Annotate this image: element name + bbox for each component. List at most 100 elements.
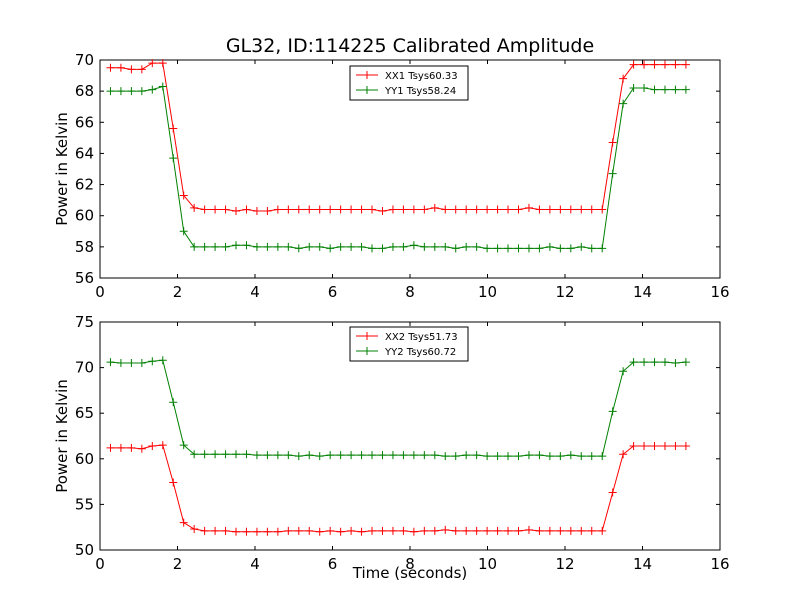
data-point [420,451,429,460]
data-point [640,84,649,93]
data-point [619,74,628,83]
data-point [681,358,690,367]
data-point [451,205,460,214]
data-point [305,526,314,535]
data-point [619,367,628,376]
data-point [232,527,241,536]
data-point [294,205,303,214]
data-point [137,359,146,368]
data-point [483,244,492,253]
data-point [284,526,293,535]
data-point [169,124,178,133]
x-tick-label: 10 [478,283,497,301]
data-point [221,526,230,535]
data-point [598,452,607,461]
data-point [619,450,628,459]
data-point [357,527,366,536]
data-point [273,242,282,251]
data-point [472,205,481,214]
x-tick-label: 14 [633,555,652,573]
data-point [263,451,272,460]
data-point [116,359,125,368]
data-point [399,205,408,214]
data-point [493,244,502,253]
data-point [347,205,356,214]
data-point [190,242,199,251]
data-point [179,227,188,236]
data-point [681,60,690,69]
data-point [650,442,659,451]
data-point [116,63,125,72]
x-tick-label: 0 [95,283,105,301]
data-point [211,205,220,214]
legend-entry: XX2 Tsys51.73 [356,332,458,343]
data-point [137,444,146,453]
data-point [106,63,115,72]
data-point [326,244,335,253]
data-point [504,452,513,461]
data-point [556,452,565,461]
data-point [200,242,209,251]
data-point [545,452,554,461]
data-point [357,242,366,251]
data-point [566,205,575,214]
data-point [493,452,502,461]
data-point [148,85,157,94]
data-point [504,526,513,535]
data-point [483,205,492,214]
x-tick-label: 16 [710,283,729,301]
data-point [514,452,523,461]
data-point [347,242,356,251]
data-point [671,359,680,368]
x-tick-label: 12 [555,283,574,301]
data-point [483,452,492,461]
data-point [315,452,324,461]
legend-marker [363,86,371,94]
data-point [524,451,533,460]
data-point [221,242,230,251]
legend-marker [363,71,371,79]
data-point [650,85,659,94]
data-point [106,443,115,452]
data-point [200,205,209,214]
data-point [441,205,450,214]
y-tick-label: 55 [75,495,94,513]
legend-label: XX2 Tsys51.73 [385,332,458,343]
data-point [504,244,513,253]
data-point [524,203,533,212]
data-point [587,452,596,461]
data-point [420,526,429,535]
data-point [127,359,136,368]
data-point [158,356,167,365]
data-point [493,205,502,214]
y-tick-label: 70 [75,359,94,377]
data-point [211,242,220,251]
data-point [179,191,188,200]
legend: XX2 Tsys51.73 YY2 Tsys60.72 [349,326,469,362]
data-point [273,451,282,460]
data-point [263,242,272,251]
legend-entry: YY1 Tsys58.24 [356,86,456,97]
data-point [587,205,596,214]
data-point [566,244,575,253]
data-point [671,442,680,451]
data-point [347,451,356,460]
data-point [116,87,125,96]
data-point [660,85,669,94]
y-tick-label: 70 [75,51,94,69]
data-point [378,207,387,216]
y-tick-label: 50 [75,541,94,559]
data-point [681,442,690,451]
data-point [169,398,178,407]
data-point [556,244,565,253]
data-point [158,59,167,68]
data-point [629,60,638,69]
data-point [545,526,554,535]
x-tick-label: 0 [95,555,105,573]
data-point [556,205,565,214]
data-point [629,84,638,93]
data-point [577,242,586,251]
data-point [441,242,450,251]
data-point [483,526,492,535]
